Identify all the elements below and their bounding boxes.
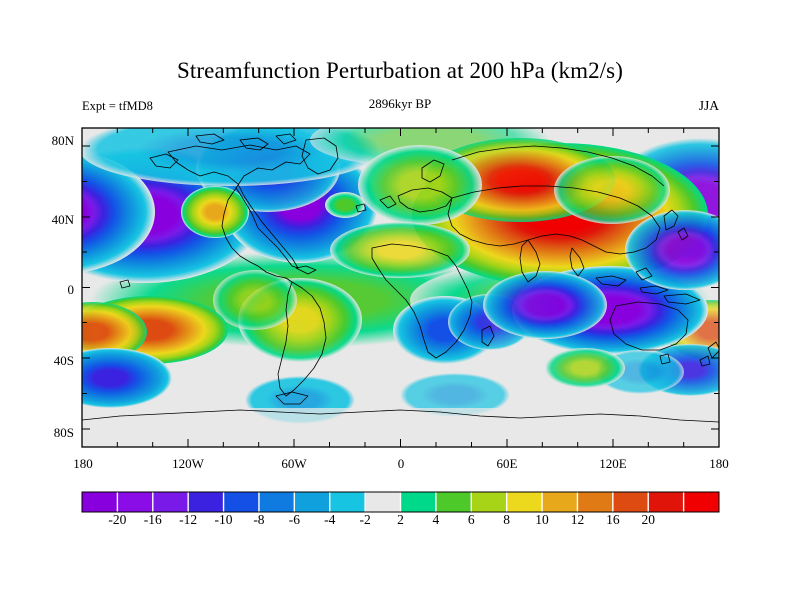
colorbar-band xyxy=(223,492,260,512)
colorbar-tick-label: -2 xyxy=(359,512,371,527)
x-tick-label: 60E xyxy=(496,456,518,471)
colorbar-tick-label: 8 xyxy=(503,512,511,527)
colorbar-band xyxy=(152,492,189,512)
y-tick-label: 40N xyxy=(51,212,74,227)
colorbar-band xyxy=(542,492,578,512)
colorbar-band xyxy=(648,492,685,512)
colorbar-tick-label: -12 xyxy=(179,512,198,527)
figure-subtitle: 2896kyr BP xyxy=(368,96,432,111)
y-tick-label: 40S xyxy=(53,353,74,368)
colorbar-tick-label: 12 xyxy=(570,512,585,527)
y-tick-label: 80S xyxy=(53,425,74,440)
colorbar-tick-label: -20 xyxy=(108,512,127,527)
colorbar-band xyxy=(365,492,401,512)
colorbar-tick-label: 16 xyxy=(606,512,620,527)
colorbar-band xyxy=(258,492,295,512)
colorbar-band xyxy=(117,492,154,512)
x-tick-label: 180 xyxy=(73,456,93,471)
colorbar-tick-label: -4 xyxy=(324,512,336,527)
colorbar-band xyxy=(577,492,614,512)
axis-ticks xyxy=(81,128,720,447)
colorbar-tick-label: 2 xyxy=(397,512,404,527)
x-tick-label: 0 xyxy=(397,456,405,471)
season-label: JJA xyxy=(698,98,719,113)
x-tick-label: 120E xyxy=(599,456,627,471)
colorbar-band xyxy=(294,492,331,512)
x-tick-label: 180 xyxy=(709,456,729,471)
colorbar-tick-label: -6 xyxy=(288,512,300,527)
colorbar-band xyxy=(506,492,543,512)
y-tick-label: 0 xyxy=(67,282,75,297)
colorbar-band xyxy=(188,492,225,512)
colorbar-tick-label: -8 xyxy=(253,512,265,527)
colorbar-band xyxy=(329,492,366,512)
experiment-label: Expt = tfMD8 xyxy=(82,99,153,113)
colorbar-band xyxy=(400,492,437,512)
colorbar-band xyxy=(683,492,720,512)
colorbar-tick-label: 6 xyxy=(467,512,475,527)
contour-field xyxy=(82,128,719,447)
colorbar-band xyxy=(435,492,472,512)
colorbar-band xyxy=(612,492,649,512)
colorbar-band xyxy=(82,492,118,512)
colorbar xyxy=(82,492,720,512)
colorbar-tick-label: 20 xyxy=(641,512,655,527)
page-title: Streamfunction Perturbation at 200 hPa (… xyxy=(177,58,623,83)
colorbar-tick-label: -16 xyxy=(143,512,162,527)
colorbar-tick-label: -10 xyxy=(214,512,233,527)
x-tick-label: 60W xyxy=(281,456,307,471)
colorbar-band xyxy=(471,492,508,512)
colorbar-tick-label: 10 xyxy=(535,512,549,527)
x-tick-label: 120W xyxy=(172,456,204,471)
coastlines xyxy=(82,133,719,423)
colorbar-frame xyxy=(81,491,720,513)
y-tick-label: 80N xyxy=(51,133,74,148)
colorbar-tick-label: 4 xyxy=(432,512,440,527)
